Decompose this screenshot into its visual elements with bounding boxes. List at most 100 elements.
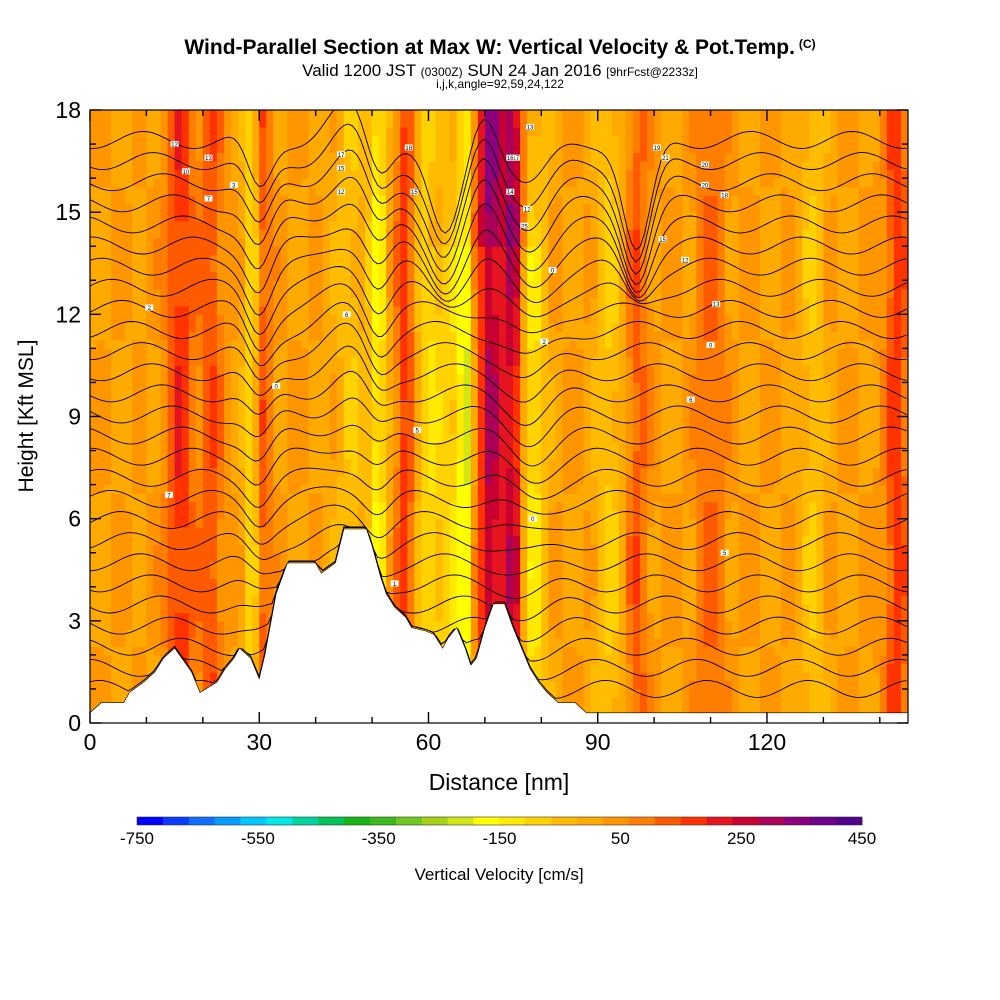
field-cell: [350, 212, 359, 222]
field-cell: [301, 280, 310, 290]
field-cell: [456, 356, 465, 367]
field-cell: [181, 203, 190, 213]
field-cell: [97, 348, 105, 358]
field-cell: [146, 561, 155, 571]
field-cell: [238, 365, 246, 375]
field-cell: [139, 152, 148, 162]
field-cell: [562, 671, 571, 682]
field-cell: [350, 382, 359, 392]
field-cell: [97, 212, 105, 222]
field-cell: [195, 178, 204, 188]
field-cell: [322, 527, 331, 537]
field-cell: [223, 382, 232, 392]
field-cell: [160, 569, 169, 579]
field-cell: [456, 399, 465, 409]
field-cell: [118, 229, 126, 239]
field-cell: [111, 535, 119, 545]
field-cell: [407, 518, 415, 528]
field-cell: [520, 356, 528, 367]
field-cell: [132, 263, 140, 273]
field-cell: [393, 407, 401, 418]
field-cell: [287, 365, 296, 375]
field-cell: [407, 552, 415, 562]
field-cell: [174, 169, 183, 179]
field-cell: [379, 186, 387, 196]
field-cell: [266, 314, 274, 324]
field-cell: [202, 552, 211, 562]
field-cell: [449, 578, 458, 588]
field-cell: [456, 552, 465, 562]
field-cell: [167, 586, 176, 596]
field-cell: [449, 144, 458, 154]
field-cell: [365, 229, 373, 239]
field-cell: [188, 331, 197, 341]
field-cell: [188, 220, 197, 230]
field-cell: [153, 135, 162, 145]
field-cell: [400, 373, 408, 384]
field-cell: [315, 450, 324, 460]
field-cell: [336, 373, 345, 384]
field-cell: [393, 229, 401, 239]
field-cell: [541, 288, 549, 298]
field-cell: [527, 535, 535, 545]
field-cell: [463, 382, 472, 392]
field-cell: [174, 144, 183, 154]
field-cell: [393, 322, 401, 332]
field-cell: [407, 373, 415, 384]
field-cell: [506, 425, 514, 435]
field-cell: [449, 135, 458, 145]
field-cell: [238, 595, 246, 605]
field-cell: [449, 127, 458, 137]
field-cell: [329, 373, 338, 384]
field-cell: [104, 135, 112, 145]
field-cell: [308, 450, 317, 460]
field-cell: [266, 280, 274, 290]
field-cell: [336, 407, 345, 418]
field-cell: [343, 433, 352, 443]
field-cell: [527, 527, 535, 537]
field-cell: [456, 339, 465, 349]
field-cell: [329, 161, 338, 171]
field-cell: [174, 493, 183, 503]
field-cell: [491, 459, 500, 469]
field-cell: [280, 178, 289, 188]
field-cell: [336, 169, 345, 179]
field-cell: [484, 535, 493, 545]
field-cell: [287, 535, 296, 545]
field-cell: [111, 595, 119, 605]
field-cell: [463, 459, 472, 469]
field-cell: [104, 467, 112, 477]
field-cell: [527, 484, 535, 494]
field-cell: [238, 280, 246, 290]
field-cell: [266, 390, 274, 401]
field-cell: [435, 322, 444, 332]
field-cell: [118, 356, 126, 367]
field-cell: [513, 118, 521, 128]
field-cell: [195, 654, 204, 664]
field-cell: [118, 510, 126, 520]
field-cell: [195, 135, 204, 145]
field-cell: [562, 535, 571, 545]
field-cell: [266, 254, 274, 264]
field-cell: [266, 135, 274, 145]
field-cell: [491, 161, 500, 171]
field-cell: [209, 510, 218, 520]
field-cell: [167, 280, 176, 290]
field-cell: [527, 510, 535, 520]
field-cell: [231, 186, 239, 196]
field-cell: [245, 510, 253, 520]
field-cell: [167, 118, 176, 128]
field-cell: [527, 629, 535, 639]
field-cell: [146, 476, 155, 486]
field-cell: [548, 442, 557, 452]
field-cell: [569, 271, 578, 281]
field-cell: [132, 476, 140, 486]
field-cell: [97, 220, 105, 230]
field-cell: [400, 450, 408, 460]
field-cell: [555, 135, 564, 145]
field-cell: [266, 552, 274, 562]
field-cell: [322, 373, 331, 384]
field-cell: [463, 527, 472, 537]
field-cell: [576, 612, 585, 622]
field-cell: [534, 263, 542, 273]
